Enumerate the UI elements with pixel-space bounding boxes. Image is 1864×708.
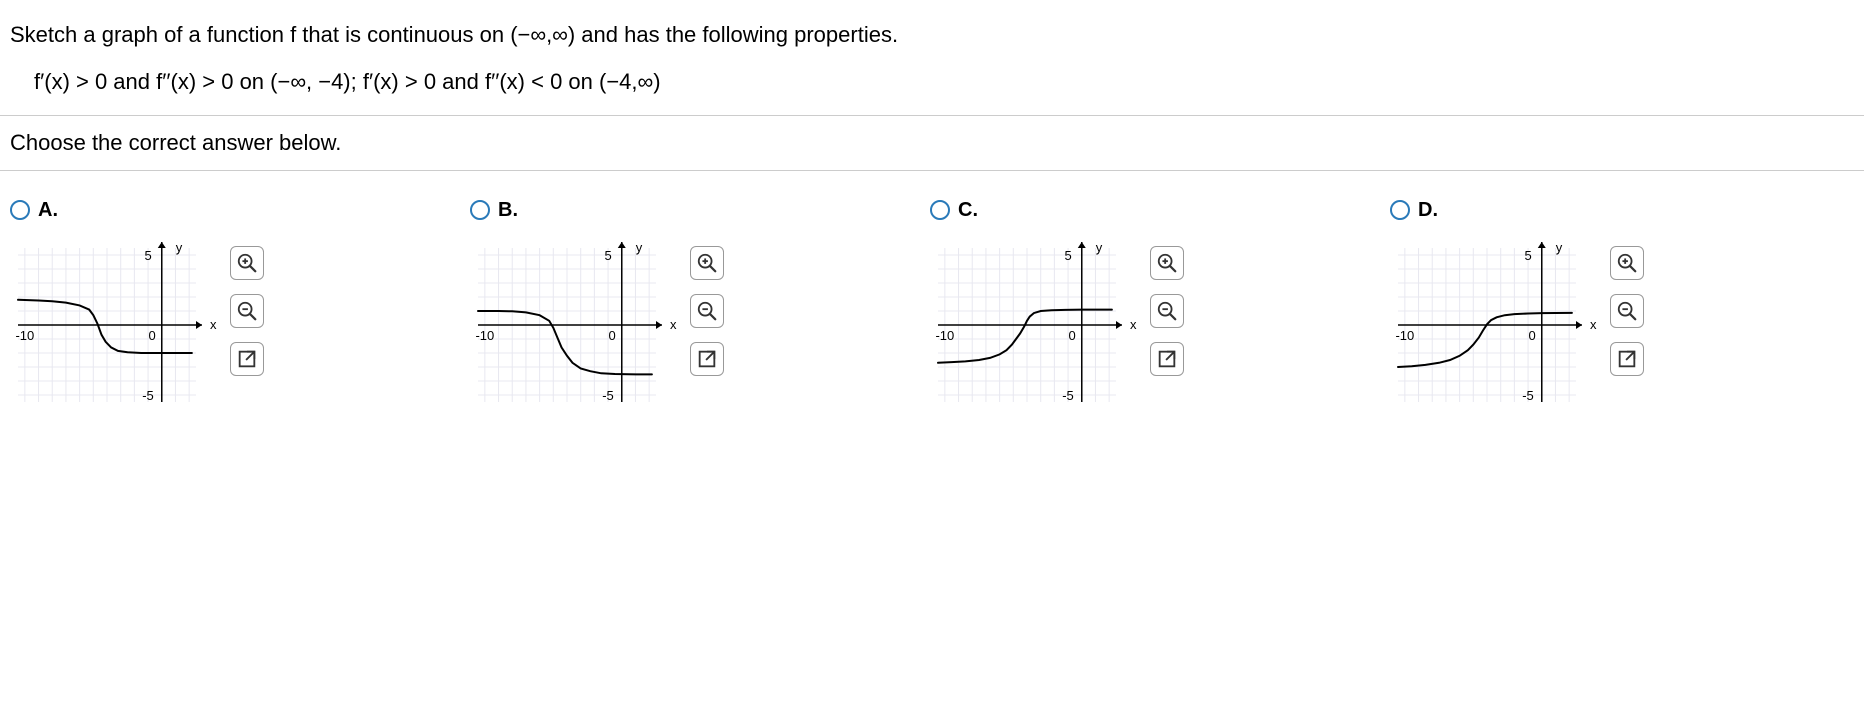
svg-text:-10: -10 (1395, 328, 1414, 343)
zoom-out-icon[interactable] (690, 294, 724, 328)
instruction-text: Choose the correct answer below. (0, 116, 1864, 171)
question-section: Sketch a graph of a function f that is c… (0, 0, 1864, 116)
zoom-out-icon[interactable] (1610, 294, 1644, 328)
zoom-in-icon[interactable] (1610, 246, 1644, 280)
popout-icon[interactable] (1610, 342, 1644, 376)
option-D: D. -10 5 -5 y x 0 (1390, 199, 1790, 410)
option-header[interactable]: B. (470, 199, 870, 222)
option-label: C. (958, 199, 978, 222)
option-header[interactable]: D. (1390, 199, 1790, 222)
chart-C: -10 5 -5 y x 0 (930, 240, 1140, 410)
radio-A[interactable] (10, 200, 30, 220)
popout-icon[interactable] (1150, 342, 1184, 376)
svg-text:y: y (636, 240, 643, 255)
svg-text:-5: -5 (142, 388, 154, 403)
option-header[interactable]: A. (10, 199, 410, 222)
zoom-out-icon[interactable] (230, 294, 264, 328)
svg-text:-5: -5 (1062, 388, 1074, 403)
chart-row: -10 5 -5 y x 0 (470, 240, 870, 410)
chart-buttons (690, 240, 724, 376)
zoom-in-icon[interactable] (690, 246, 724, 280)
zoom-out-icon[interactable] (1150, 294, 1184, 328)
question-text: Sketch a graph of a function f that is c… (10, 20, 1854, 51)
svg-text:-10: -10 (475, 328, 494, 343)
svg-text:5: 5 (605, 248, 612, 263)
radio-D[interactable] (1390, 200, 1410, 220)
svg-text:x: x (670, 317, 677, 332)
option-B: B. -10 5 -5 y x 0 (470, 199, 870, 410)
chart-B: -10 5 -5 y x 0 (470, 240, 680, 410)
svg-text:y: y (176, 240, 183, 255)
popout-icon[interactable] (690, 342, 724, 376)
option-header[interactable]: C. (930, 199, 1330, 222)
svg-text:5: 5 (1065, 248, 1072, 263)
svg-text:y: y (1096, 240, 1103, 255)
svg-text:-10: -10 (15, 328, 34, 343)
option-label: B. (498, 199, 518, 222)
svg-text:-5: -5 (602, 388, 614, 403)
svg-text:5: 5 (1525, 248, 1532, 263)
chart-row: -10 5 -5 y x 0 (10, 240, 410, 410)
chart-D: -10 5 -5 y x 0 (1390, 240, 1600, 410)
svg-text:x: x (1590, 317, 1597, 332)
option-label: D. (1418, 199, 1438, 222)
svg-text:5: 5 (145, 248, 152, 263)
chart-A: -10 5 -5 y x 0 (10, 240, 220, 410)
option-C: C. -10 5 -5 y x 0 (930, 199, 1330, 410)
question-conditions: f′(x) > 0 and f′′(x) > 0 on (−∞, −4); f′… (10, 69, 1854, 95)
svg-text:-10: -10 (935, 328, 954, 343)
chart-buttons (1610, 240, 1644, 376)
option-A: A. -10 5 -5 y x 0 (10, 199, 410, 410)
radio-B[interactable] (470, 200, 490, 220)
svg-text:x: x (210, 317, 217, 332)
chart-row: -10 5 -5 y x 0 (930, 240, 1330, 410)
options-row: A.-105-5yx0B.-105-5yx0C.-105-5yx0D.-105-… (0, 171, 1864, 438)
svg-text:0: 0 (1069, 328, 1076, 343)
option-label: A. (38, 199, 58, 222)
zoom-in-icon[interactable] (230, 246, 264, 280)
svg-text:x: x (1130, 317, 1137, 332)
svg-text:-5: -5 (1522, 388, 1534, 403)
svg-text:y: y (1556, 240, 1563, 255)
chart-row: -10 5 -5 y x 0 (1390, 240, 1790, 410)
svg-text:0: 0 (1529, 328, 1536, 343)
popout-icon[interactable] (230, 342, 264, 376)
chart-buttons (1150, 240, 1184, 376)
chart-buttons (230, 240, 264, 376)
radio-C[interactable] (930, 200, 950, 220)
svg-text:0: 0 (609, 328, 616, 343)
zoom-in-icon[interactable] (1150, 246, 1184, 280)
svg-text:0: 0 (149, 328, 156, 343)
